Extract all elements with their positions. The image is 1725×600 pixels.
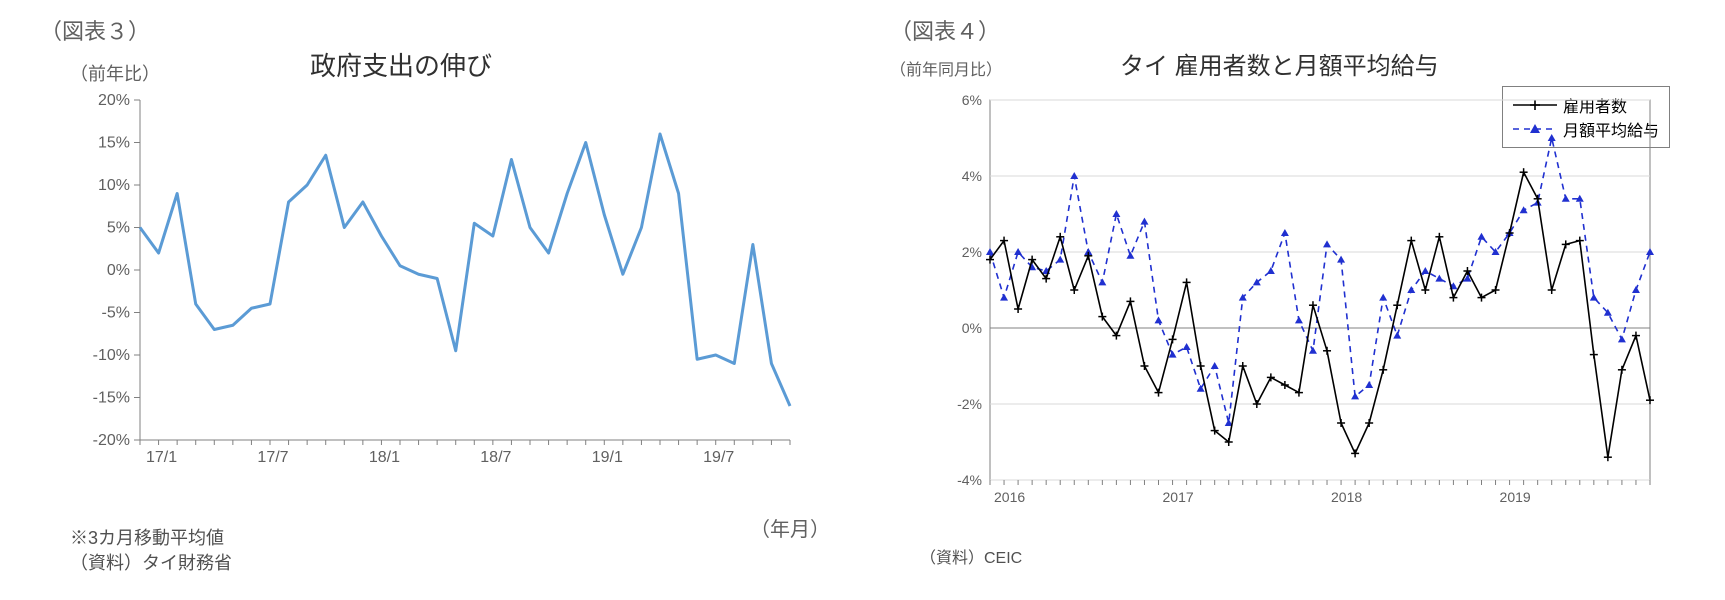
svg-text:4%: 4% bbox=[962, 168, 982, 184]
figure-3-panel: （図表３） （前年比） 政府支出の伸び （年月） ※3カ月移動平均値 （資料）タ… bbox=[30, 0, 850, 600]
svg-text:15%: 15% bbox=[98, 135, 130, 152]
svg-text:10%: 10% bbox=[98, 177, 130, 194]
figure-3-note-2: （資料）タイ財務省 bbox=[70, 551, 232, 576]
svg-text:20%: 20% bbox=[98, 92, 130, 109]
svg-text:2%: 2% bbox=[962, 244, 982, 260]
svg-text:2017: 2017 bbox=[1163, 489, 1194, 505]
svg-text:-15%: -15% bbox=[93, 390, 130, 407]
svg-text:2018: 2018 bbox=[1331, 489, 1362, 505]
figure-3-notes: ※3カ月移動平均値 （資料）タイ財務省 bbox=[70, 526, 232, 576]
svg-text:5%: 5% bbox=[107, 220, 130, 237]
svg-text:-20%: -20% bbox=[93, 432, 130, 449]
svg-text:0%: 0% bbox=[107, 262, 130, 279]
figure-3-note-1: ※3カ月移動平均値 bbox=[70, 526, 232, 551]
figure-3-x-unit: （年月） bbox=[750, 513, 830, 542]
svg-text:2019: 2019 bbox=[1500, 489, 1531, 505]
figure-4-y-unit: （前年同月比） bbox=[890, 56, 1002, 80]
svg-text:-10%: -10% bbox=[93, 347, 130, 364]
svg-text:-5%: -5% bbox=[102, 305, 130, 322]
figure-3-title: 政府支出の伸び bbox=[310, 46, 492, 83]
svg-text:17/1: 17/1 bbox=[146, 449, 177, 466]
svg-text:2016: 2016 bbox=[994, 489, 1025, 505]
svg-text:6%: 6% bbox=[962, 92, 982, 108]
figure-4-chart: 6% 4% 2% 0% -2% -4% 2016 2017 2018 2019 bbox=[940, 90, 1660, 510]
figure-3-label: （図表３） bbox=[40, 14, 150, 46]
figure-4-note-1: （資料）CEIC bbox=[920, 548, 1022, 570]
svg-text:18/7: 18/7 bbox=[480, 449, 511, 466]
svg-text:18/1: 18/1 bbox=[369, 449, 400, 466]
figure-3-chart: 20% 15% 10% 5% 0% -5% -10% -15% -20% 17/1 17/7 18/1… bbox=[80, 90, 800, 470]
figure-4-notes: （資料）CEIC bbox=[920, 548, 1022, 570]
figure-4-label: （図表４） bbox=[890, 14, 1000, 46]
svg-text:17/7: 17/7 bbox=[257, 449, 288, 466]
svg-text:19/7: 19/7 bbox=[703, 449, 734, 466]
figure-4-title: タイ 雇用者数と月額平均給与 bbox=[1120, 46, 1439, 81]
svg-text:-2%: -2% bbox=[957, 396, 982, 412]
svg-text:-4%: -4% bbox=[957, 472, 982, 488]
svg-text:19/1: 19/1 bbox=[592, 449, 623, 466]
figure-3-y-unit: （前年比） bbox=[70, 60, 160, 86]
figure-4-panel: （図表４） （前年同月比） タイ 雇用者数と月額平均給与 （資料）CEIC 雇用… bbox=[880, 0, 1700, 600]
svg-text:0%: 0% bbox=[962, 320, 982, 336]
